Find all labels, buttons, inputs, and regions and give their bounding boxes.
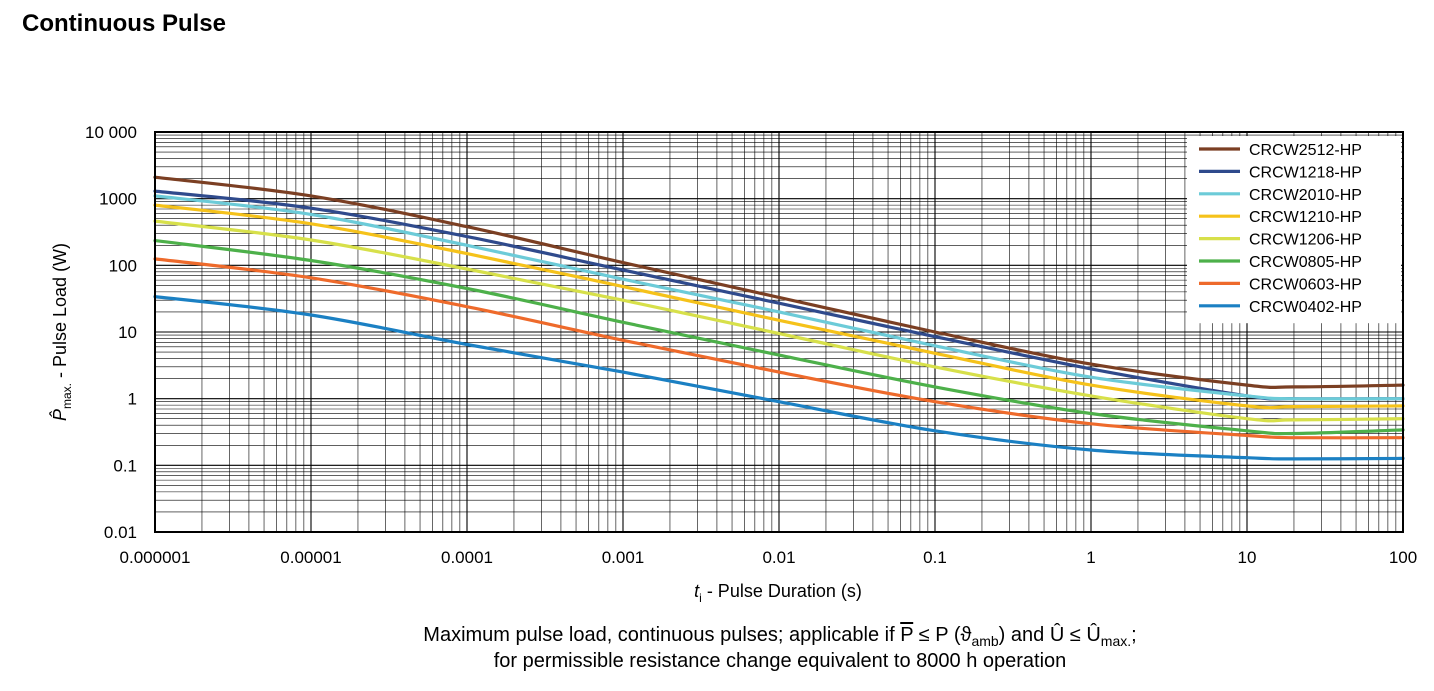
y-tick-label: 0.01 <box>104 523 137 542</box>
legend-label: CRCW2512-HP <box>1249 142 1362 159</box>
legend-label: CRCW1218-HP <box>1249 164 1362 181</box>
y-tick-label: 0.1 <box>113 456 137 475</box>
series-line-crcw1210-hp <box>153 203 1405 410</box>
chart-title: Continuous Pulse <box>22 10 226 37</box>
x-tick-label: 100 <box>1389 548 1417 567</box>
x-axis-text: - Pulse Duration (s) <box>702 581 862 601</box>
tick-labels: 0.000001 0.00001 0.0001 0.001 0.01 0.1 1 10 100 1… <box>85 123 1417 567</box>
y-tick-label: 10 <box>118 323 137 342</box>
y-tick-label: 1 <box>128 390 137 409</box>
x-axis-label: ti - Pulse Duration (s) <box>694 581 862 605</box>
caption-pbar: P <box>900 624 914 646</box>
x-tick-label: 0.1 <box>923 548 947 567</box>
legend-label: CRCW1206-HP <box>1249 232 1362 249</box>
y-tick-label: 10 000 <box>85 123 137 142</box>
y-tick-label: 100 <box>109 256 137 275</box>
legend-label: CRCW1210-HP <box>1249 209 1362 226</box>
legend-label: CRCW2010-HP <box>1249 187 1362 204</box>
pulse-load-chart: 0.000001 0.00001 0.0001 0.001 0.01 0.1 1 10 100 1… <box>49 123 1417 605</box>
y-axis-var: P̂ <box>49 409 70 421</box>
series-line-crcw2512-hp <box>153 175 1405 390</box>
caption-amb: amb <box>971 633 999 649</box>
caption-line-1: Maximum pulse load, continuous pulses; a… <box>0 622 1434 654</box>
legend-box <box>1187 136 1401 324</box>
legend-label: CRCW0805-HP <box>1249 254 1362 271</box>
y-tick-label: 1000 <box>99 190 137 209</box>
y-axis-label: P̂max. - Pulse Load (W) <box>49 243 74 421</box>
caption-theta: ϑ <box>960 624 972 646</box>
caption-and: ) and Û ≤ Û <box>998 624 1101 646</box>
series-line-crcw0402-hp <box>153 295 1405 461</box>
plot-frame <box>154 131 1404 533</box>
x-tick-label: 0.00001 <box>280 548 341 567</box>
x-tick-label: 0.0001 <box>441 548 493 567</box>
caption-max: max. <box>1100 633 1132 649</box>
x-tick-label: 0.01 <box>762 548 795 567</box>
x-tick-label: 1 <box>1086 548 1095 567</box>
x-axis-sub: i <box>699 591 702 605</box>
caption-line-2: for permissible resistance change equiva… <box>493 650 1067 672</box>
legend-label: CRCW0402-HP <box>1249 299 1362 316</box>
series-line-crcw1206-hp <box>153 219 1405 423</box>
y-axis-text: - Pulse Load (W) <box>50 243 70 383</box>
x-tick-label: 10 <box>1238 548 1257 567</box>
legend-label: CRCW0603-HP <box>1249 276 1362 293</box>
legend: CRCW2512-HP CRCW1218-HP CRCW2010-HP CRCW121… <box>1187 136 1401 324</box>
series-line-crcw0805-hp <box>153 239 1405 436</box>
caption-prefix: Maximum pulse load, continuous pulses; a… <box>423 624 901 646</box>
series-line-crcw2010-hp <box>153 194 1405 401</box>
caption-leq: ≤ P ( <box>913 624 961 646</box>
y-axis-sub: max. <box>60 383 74 409</box>
x-tick-label: 0.000001 <box>120 548 191 567</box>
series-line-crcw0603-hp <box>153 257 1405 440</box>
x-axis-var: t <box>694 581 700 601</box>
x-tick-label: 0.001 <box>602 548 645 567</box>
series-lines <box>153 175 1405 461</box>
caption-end: ; <box>1131 624 1137 646</box>
